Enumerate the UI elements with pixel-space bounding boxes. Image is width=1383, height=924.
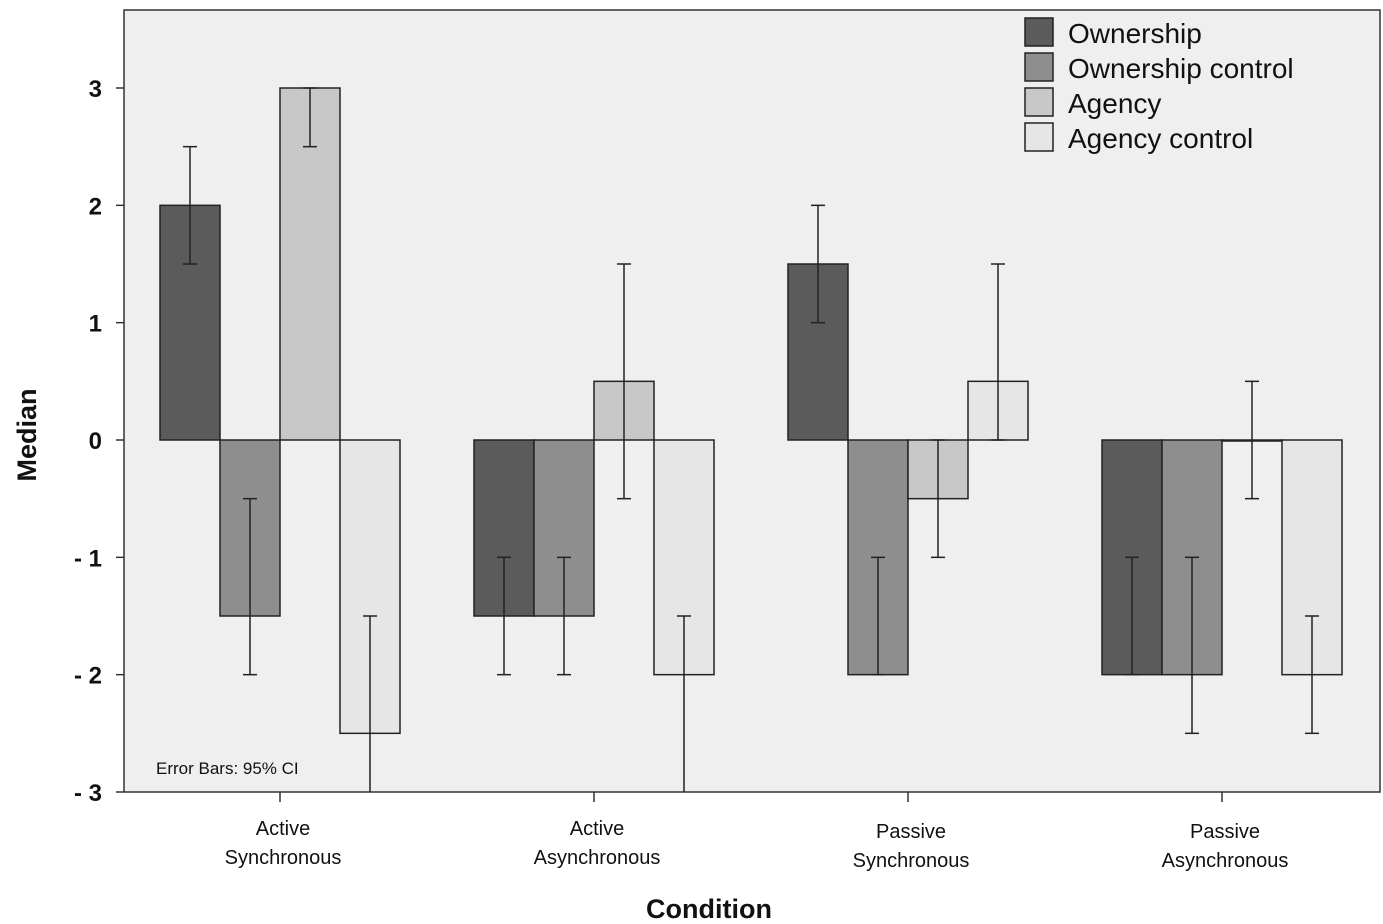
error-bar-ownership-control-0 [243,497,257,676]
x-category-label: Active [570,818,624,840]
x-category-label: Passive [876,821,946,843]
y-tick-label: 1 [89,311,102,338]
error-bar-ownership-control-2 [871,556,885,676]
error-bar-ownership-3 [1125,556,1139,676]
y-tick-label: 3 [89,76,102,103]
legend: Ownership Ownership control Agency Agency c… [1024,17,1294,154]
x-axis: Active Synchronous Active Asynchronous Passi… [225,792,1289,872]
x-category-label: Synchronous [225,847,342,869]
error-bar-ownership-0 [183,145,197,265]
error-bar-agency-1 [617,263,631,500]
error-bar-ownership-1 [497,556,511,676]
error-bars-note: Error Bars: 95% CI [156,759,299,778]
y-tick-label: - 3 [74,780,102,807]
error-bar-ownership-control-3 [1185,556,1199,735]
error-bar-agency-control-3 [1305,615,1319,735]
error-bars-layer [183,87,1319,792]
x-category-label: Asynchronous [534,847,661,869]
error-bar-ownership-control-1 [557,556,571,676]
y-axis: 3 2 1 0 - 1 - 2 - 3 [74,76,124,807]
error-bar-agency-control-0 [363,615,377,792]
x-axis-title: Condition [646,894,772,924]
legend-swatch-agency [1024,87,1054,117]
error-bar-agency-control-1 [677,615,691,792]
y-tick-label: 0 [89,428,102,455]
legend-label: Agency control [1068,123,1253,154]
legend-swatch-ownership [1024,17,1054,47]
x-category-label: Active [256,818,310,840]
error-bar-ownership-2 [811,204,825,324]
x-category-label: Synchronous [853,850,970,872]
error-bar-agency-2 [931,439,945,559]
y-tick-label: - 1 [74,545,102,572]
legend-label: Ownership [1068,18,1202,49]
legend-label: Ownership control [1068,53,1294,84]
error-bar-agency-0 [303,87,317,148]
legend-swatch-agency-control [1024,122,1054,152]
bars-layer [159,87,1343,735]
bar-ownership-1 [473,439,535,617]
y-axis-title: Median [12,388,42,481]
bar-ownership-2 [787,263,849,441]
x-category-label: Passive [1190,821,1260,843]
error-bar-agency-3 [1245,380,1259,500]
y-tick-label: 2 [89,193,102,220]
x-category-label: Asynchronous [1162,850,1289,872]
y-tick-label: - 2 [74,663,102,690]
legend-label: Agency [1068,88,1161,119]
error-bar-agency-control-2 [991,263,1005,441]
legend-swatch-ownership-control [1024,52,1054,82]
